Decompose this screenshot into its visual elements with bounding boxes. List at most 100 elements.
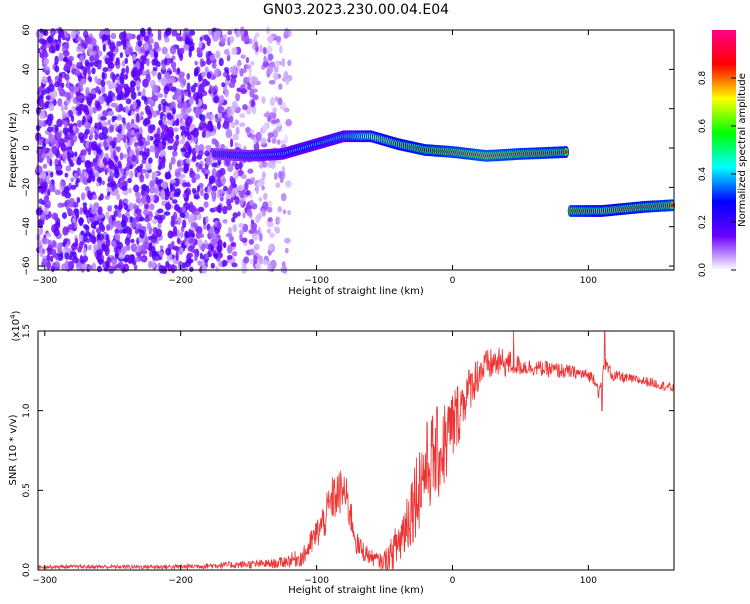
spectrogram-noise-cell — [66, 151, 72, 159]
spectrogram-noise-cell — [123, 73, 129, 80]
spectrogram-noise-cell — [226, 187, 232, 195]
spectrogram-noise-cell — [89, 127, 96, 133]
spectrogram-noise-cell — [150, 238, 157, 244]
spectrogram-noise-cell — [182, 165, 189, 174]
spectrogram-noise-cell — [220, 175, 226, 185]
spectrogram-noise-cell — [47, 126, 54, 133]
spectrogram-noise-cell — [122, 134, 127, 144]
spectrogram-noise-cell — [61, 151, 68, 160]
spectrogram-noise-cell — [141, 169, 148, 174]
spectrogram-noise-cell — [275, 159, 282, 165]
spectrogram-noise-cell — [76, 61, 82, 67]
spectrogram-noise-cell — [134, 256, 141, 262]
colorbar-tick-label: 0.8 — [698, 71, 708, 86]
spectrogram-noise-cell — [149, 145, 155, 153]
spectrogram-noise-cell — [91, 262, 97, 271]
spectrogram-noise-cell — [158, 103, 162, 112]
spectrogram-noise-cell — [55, 43, 60, 52]
spectrogram-noise-cell — [164, 37, 170, 43]
figure-title: GN03.2023.230.00.04.E04 — [263, 2, 449, 18]
spectrogram-noise-cell — [279, 177, 284, 184]
spectrogram-noise-cell — [135, 191, 142, 199]
spectrogram-noise-cell — [46, 261, 52, 270]
spectrogram-noise-cell — [157, 178, 164, 184]
spectrogram-noise-cell — [55, 131, 62, 141]
spectrogram-noise-cell — [261, 96, 266, 104]
spectrogram-noise-cell — [204, 252, 209, 260]
spectrogram-noise-cell — [86, 114, 91, 120]
spectrogram-noise-cell — [214, 68, 221, 78]
spectrogram-noise-cell — [67, 224, 74, 231]
spectrogram-noise-cell — [92, 45, 97, 53]
spectrogram-noise-cell — [122, 153, 128, 159]
spectrogram-noise-cell — [118, 123, 123, 130]
spectrogram-noise-cell — [90, 140, 98, 149]
spectrogram-noise-cell — [169, 45, 177, 55]
spectrogram-noise-cell — [239, 232, 243, 242]
spectrogram-noise-cell — [70, 30, 77, 39]
spectrogram-noise-cell — [78, 234, 83, 243]
spectrogram-noise-cell — [155, 228, 163, 238]
spectrogram-noise-cell — [199, 36, 203, 42]
spectrogram-noise-cell — [103, 139, 107, 148]
spectrogram-noise-cell — [211, 162, 218, 168]
spectrogram-noise-cell — [145, 73, 151, 83]
spectrogram-noise-cell — [153, 133, 160, 139]
spectrogram-noise-cell — [82, 106, 88, 114]
spectrogram-noise-cell — [54, 221, 61, 229]
spectrogram-noise-cell — [166, 114, 174, 120]
spectrogram-noise-cell — [261, 171, 266, 180]
spectrogram-noise-cell — [127, 129, 132, 139]
spectrogram-noise-cell — [126, 32, 133, 41]
spectrogram-noise-cell — [135, 197, 142, 204]
spectrogram-noise-cell — [38, 219, 43, 227]
spectrogram-noise-cell — [123, 257, 129, 263]
spectrogram-noise-cell — [178, 36, 183, 42]
spectrogram-noise-cell — [222, 72, 228, 78]
spectrogram-noise-cell — [141, 88, 146, 96]
spectrogram-noise-cell — [135, 148, 140, 158]
snr-series-line — [37, 330, 675, 571]
spectrogram-noise-cell — [128, 187, 132, 194]
spectrogram-cells — [35, 26, 676, 275]
spectrogram-noise-cell — [131, 54, 137, 61]
spectrogram-noise-cell — [119, 52, 124, 58]
spectrogram-noise-cell — [129, 85, 136, 93]
spectrogram-noise-cell — [130, 243, 138, 252]
spectrogram-noise-cell — [48, 45, 55, 54]
spectrogram-noise-cell — [184, 196, 189, 202]
spectrogram-noise-cell — [189, 266, 194, 273]
spectrogram-noise-cell — [50, 171, 54, 178]
spectrogram-noise-cell — [284, 237, 291, 244]
spectrogram-noise-cell — [217, 112, 223, 119]
spectrogram-noise-cell — [219, 195, 224, 202]
spectrogram-noise-cell — [214, 29, 221, 39]
spectrogram-noise-cell — [150, 259, 156, 269]
spectrogram-noise-cell — [76, 167, 81, 177]
spectrogram-noise-cell — [115, 232, 121, 241]
spectrogram-noise-cell — [133, 184, 140, 193]
spectrogram-noise-cell — [72, 201, 79, 208]
spectrogram-noise-cell — [167, 170, 171, 180]
spectrogram-noise-cell — [278, 170, 283, 179]
spectrogram-noise-cell — [76, 156, 82, 166]
spectrogram-noise-cell — [267, 137, 271, 143]
spectrogram-noise-cell — [47, 179, 52, 185]
spectrogram-noise-cell — [107, 38, 112, 46]
spectrogram-noise-cell — [222, 120, 229, 130]
spectrogram-noise-cell — [35, 207, 43, 216]
spectrogram-noise-cell — [140, 256, 146, 263]
spectrogram-noise-cell — [92, 194, 98, 200]
spectrogram-noise-cell — [45, 119, 49, 125]
spectrogram-noise-cell — [233, 188, 239, 196]
spectrogram-noise-cell — [192, 128, 199, 138]
spectrogram-noise-cell — [245, 189, 251, 196]
spectrogram-noise-cell — [242, 104, 248, 111]
spectrogram-noise-cell — [100, 115, 107, 121]
spectrogram-noise-cell — [151, 58, 157, 66]
spectrogram-noise-cell — [237, 184, 245, 192]
spectrogram-noise-cell — [84, 186, 91, 192]
spectrogram-noise-cell — [51, 145, 58, 155]
snr-y-multiplier: (x104) — [9, 310, 22, 341]
colorbar-tick-label: 0.2 — [698, 215, 708, 229]
